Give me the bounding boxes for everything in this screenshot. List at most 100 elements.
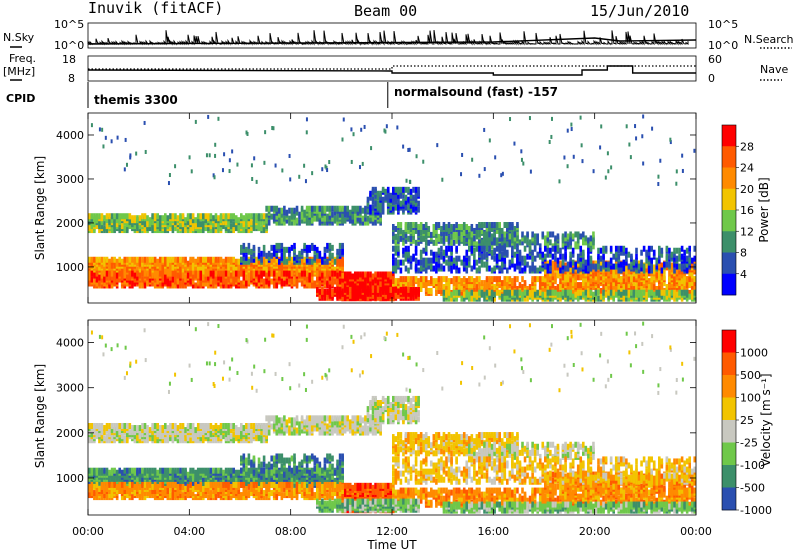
- power-cell: [323, 278, 327, 285]
- power-cell: [374, 198, 377, 205]
- power-cell: [468, 261, 471, 268]
- power-cell: [113, 217, 116, 224]
- power-cell: [548, 140, 551, 145]
- power-cell: [632, 259, 636, 266]
- power-cell: [212, 215, 215, 222]
- colorbar-tick-label: 28: [740, 140, 754, 153]
- power-cell: [475, 286, 479, 293]
- power-cell: [148, 270, 152, 277]
- power-cell: [300, 205, 304, 212]
- power-cell: [419, 259, 423, 266]
- power-cell: [194, 217, 197, 224]
- power-cell: [138, 227, 142, 234]
- power-cell: [655, 289, 659, 296]
- power-cell: [153, 256, 157, 263]
- power-cell: [397, 229, 400, 236]
- power-cell: [369, 204, 372, 211]
- power-cell: [341, 256, 344, 263]
- power-cell: [673, 255, 676, 262]
- power-cell: [251, 176, 254, 181]
- power-cell: [214, 270, 218, 277]
- power-cell: [245, 223, 248, 230]
- power-cell: [389, 271, 393, 278]
- power-cell: [576, 231, 580, 238]
- power-cell: [346, 271, 349, 278]
- power-cell: [392, 223, 395, 230]
- power-cell: [424, 227, 428, 234]
- power-cell: [318, 256, 322, 263]
- power-cell: [422, 227, 425, 234]
- power-cell: [521, 291, 524, 298]
- power-cell: [404, 249, 408, 256]
- power-cell: [227, 282, 230, 289]
- power-cell: [169, 219, 172, 226]
- power-cell: [227, 270, 230, 277]
- power-cell: [350, 127, 353, 132]
- power-cell: [116, 135, 119, 140]
- power-cell: [290, 260, 294, 267]
- power-cell: [397, 249, 400, 256]
- power-cell: [280, 270, 284, 277]
- power-cell: [376, 200, 380, 207]
- power-cell: [100, 213, 104, 220]
- power-cell: [303, 163, 306, 168]
- power-cell: [227, 219, 230, 226]
- power-cell: [645, 249, 648, 256]
- power-cell: [419, 253, 423, 260]
- power-cell: [414, 292, 418, 299]
- power-cell: [308, 258, 311, 265]
- power-cell: [110, 225, 114, 232]
- power-cell: [617, 245, 621, 252]
- power-cell: [462, 286, 466, 293]
- power-cell: [350, 159, 353, 164]
- power-cell: [265, 213, 268, 220]
- power-cell: [630, 276, 633, 283]
- power-cell: [632, 265, 636, 272]
- power-cell: [342, 117, 345, 122]
- power-cell: [404, 231, 408, 238]
- power-cell: [490, 276, 494, 283]
- power-cell: [176, 272, 180, 279]
- power-cell: [680, 284, 684, 291]
- power-cell: [316, 215, 319, 222]
- power-cell: [462, 222, 466, 229]
- power-cell: [457, 227, 461, 234]
- power-cell: [343, 205, 347, 212]
- power-cell: [602, 289, 605, 296]
- power-cell: [278, 246, 281, 253]
- power-cell: [587, 251, 590, 258]
- power-cell: [98, 213, 101, 220]
- power-cell: [414, 263, 418, 270]
- power-cell: [546, 231, 550, 238]
- power-cell: [622, 270, 626, 277]
- power-cell: [262, 250, 266, 257]
- power-cell: [171, 223, 175, 230]
- power-cell: [348, 271, 352, 278]
- power-cell: [632, 289, 636, 296]
- power-cell: [275, 242, 279, 249]
- power-cell: [272, 256, 276, 263]
- power-cell: [138, 256, 142, 263]
- power-cell: [462, 291, 466, 298]
- power-cell: [688, 289, 691, 296]
- power-cell: [199, 221, 203, 228]
- power-cell: [508, 222, 512, 229]
- power-cell: [95, 270, 99, 277]
- power-cell: [460, 284, 463, 291]
- power-cell: [384, 286, 387, 293]
- power-cell: [376, 204, 380, 211]
- power-cell: [303, 264, 306, 271]
- power-cell: [283, 246, 286, 253]
- power-cell: [265, 282, 268, 289]
- power-cell: [589, 235, 593, 242]
- power-cell: [622, 278, 626, 285]
- power-cell: [343, 294, 347, 301]
- power-cell: [445, 280, 448, 287]
- power-cell: [462, 227, 466, 234]
- power-cell: [275, 276, 279, 283]
- power-cell: [602, 293, 605, 300]
- power-cell: [108, 270, 111, 277]
- power-cell: [336, 272, 339, 279]
- power-cell: [407, 147, 410, 152]
- nsky-label: N.Sky: [3, 31, 35, 44]
